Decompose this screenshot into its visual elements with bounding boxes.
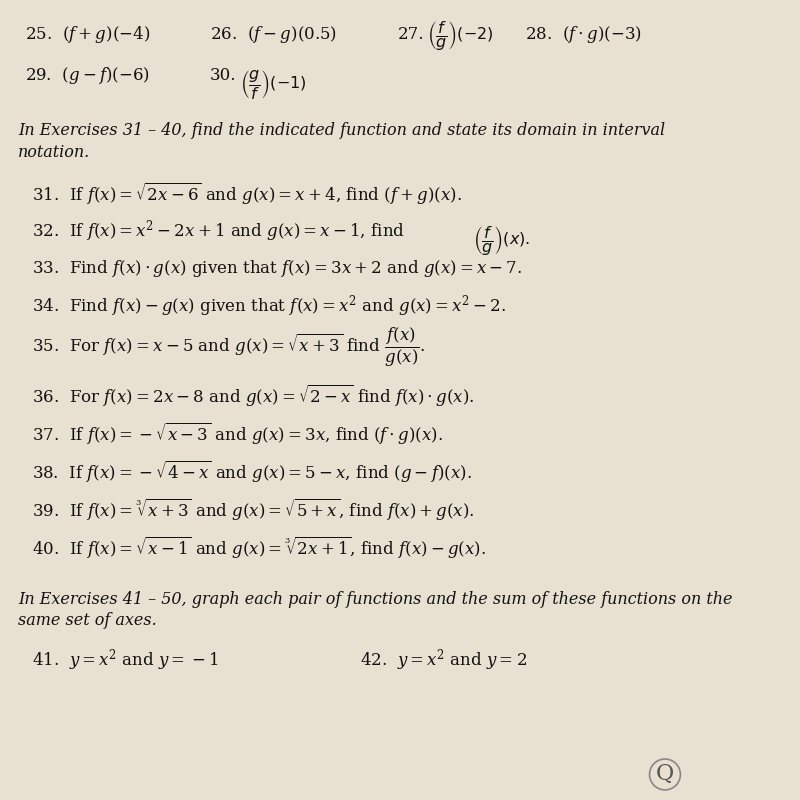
Text: 28.  $(f \cdot g)(-3)$: 28. $(f \cdot g)(-3)$	[525, 24, 642, 45]
Text: $\left(\dfrac{f}{g}\right)$$(x).$: $\left(\dfrac{f}{g}\right)$$(x).$	[474, 223, 530, 257]
Text: 35.  For $f(x)=x-5$ and $g(x)=\sqrt{x+3}$ find $\dfrac{f(x)}{g(x)}$.: 35. For $f(x)=x-5$ and $g(x)=\sqrt{x+3}$…	[31, 326, 425, 370]
Text: 42.  $y=x^2$ and $y=2$: 42. $y=x^2$ and $y=2$	[360, 646, 527, 673]
Text: 40.  If $f(x)=\sqrt{x-1}$ and $g(x)=\sqrt[3]{2x+1}$, find $f(x)-g(x)$.: 40. If $f(x)=\sqrt{x-1}$ and $g(x)=\sqrt…	[31, 534, 486, 560]
Text: Q: Q	[656, 763, 674, 786]
Text: 39.  If $f(x)=\sqrt[3]{x+3}$ and $g(x)=\sqrt{5+x}$, find $f(x)+g(x)$.: 39. If $f(x)=\sqrt[3]{x+3}$ and $g(x)=\s…	[31, 496, 474, 522]
Text: $\left(\dfrac{f}{g}\right)$$(-2)$: $\left(\dfrac{f}{g}\right)$$(-2)$	[426, 19, 494, 52]
Text: notation.: notation.	[18, 144, 90, 161]
Text: 36.  For $f(x)=2x-8$ and $g(x)=\sqrt{2-x}$ find $f(x)\cdot g(x)$.: 36. For $f(x)=2x-8$ and $g(x)=\sqrt{2-x}…	[31, 382, 474, 408]
Text: 29.  $(g-f)(-6)$: 29. $(g-f)(-6)$	[25, 65, 150, 86]
Text: 38.  If $f(x)=-\sqrt{4-x}$ and $g(x)=5-x$, find $(g-f)(x)$.: 38. If $f(x)=-\sqrt{4-x}$ and $g(x)=5-x$…	[31, 458, 471, 484]
Text: 33.  Find $f(x)\cdot g(x)$ given that $f(x)=3x+2$ and $g(x)=x-7$.: 33. Find $f(x)\cdot g(x)$ given that $f(…	[31, 258, 522, 279]
Text: $\left(\dfrac{g}{f}\right)$$(-1)$: $\left(\dfrac{g}{f}\right)$$(-1)$	[241, 69, 307, 102]
Text: 34.  Find $f(x)-g(x)$ given that $f(x)=x^2$ and $g(x)=x^2-2$.: 34. Find $f(x)-g(x)$ given that $f(x)=x^…	[31, 293, 506, 318]
Text: In Exercises 41 – 50, graph each pair of functions and the sum of these function: In Exercises 41 – 50, graph each pair of…	[18, 591, 732, 608]
Text: 31.  If $f(x)=\sqrt{2x-6}$ and $g(x)=x+4$, find $(f+g)(x)$.: 31. If $f(x)=\sqrt{2x-6}$ and $g(x)=x+4$…	[31, 179, 462, 206]
Text: 26.  $(f-g)(0.5)$: 26. $(f-g)(0.5)$	[210, 24, 337, 45]
Text: 37.  If $f(x)=-\sqrt{x-3}$ and $g(x)=3x$, find $(f\cdot g)(x)$.: 37. If $f(x)=-\sqrt{x-3}$ and $g(x)=3x$,…	[31, 420, 442, 446]
Text: same set of axes.: same set of axes.	[18, 612, 157, 630]
Text: 32.  If $f(x)=x^2-2x+1$ and $g(x)=x-1$, find: 32. If $f(x)=x^2-2x+1$ and $g(x)=x-1$, f…	[31, 218, 405, 243]
Text: 25.  $(f+g)(-4)$: 25. $(f+g)(-4)$	[25, 24, 150, 45]
Text: In Exercises 31 – 40, find the indicated function and state its domain in interv: In Exercises 31 – 40, find the indicated…	[18, 122, 665, 139]
Text: 27.: 27.	[398, 26, 425, 42]
Text: 30.: 30.	[210, 67, 236, 84]
Text: 41.  $y=x^2$ and $y=-1$: 41. $y=x^2$ and $y=-1$	[31, 646, 218, 673]
